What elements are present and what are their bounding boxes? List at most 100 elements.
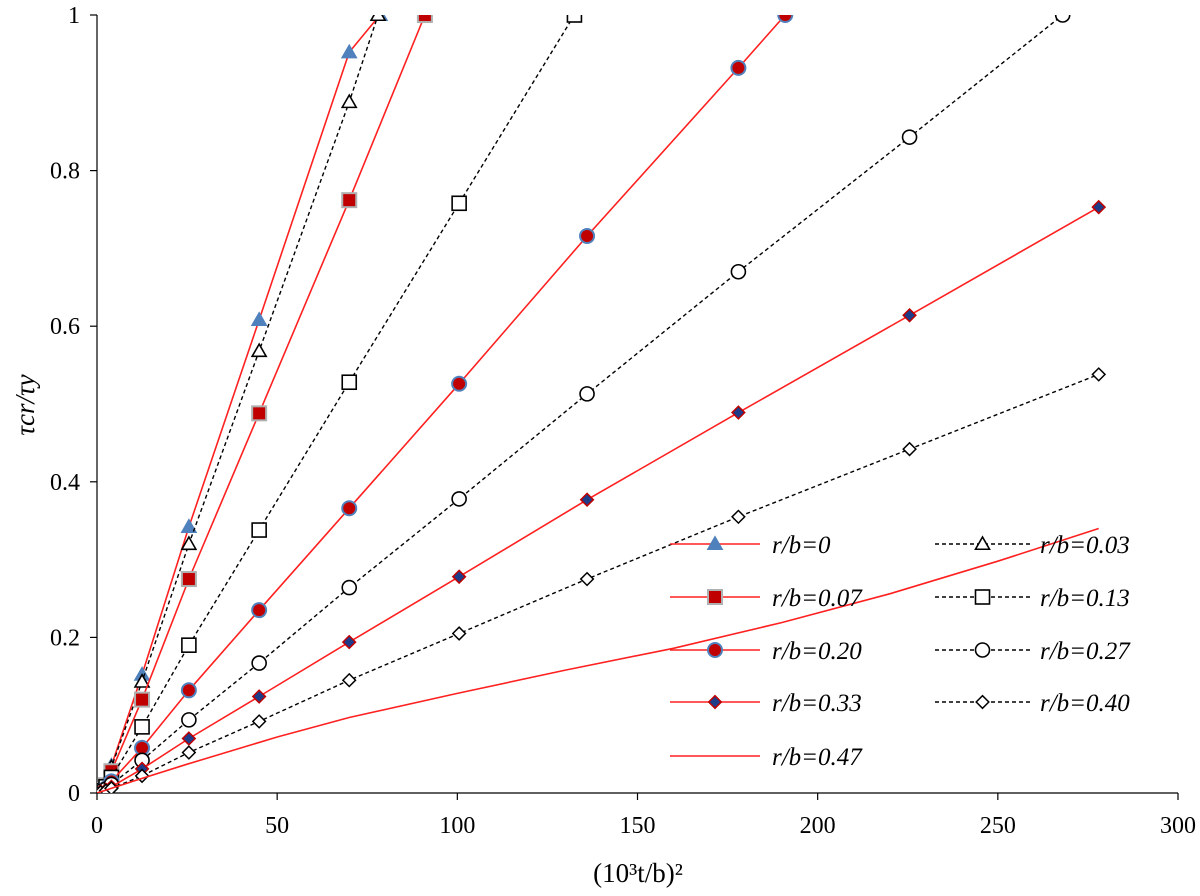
legend-item: r/b=0.03: [935, 532, 1130, 559]
data-point: [250, 342, 268, 358]
axes: 0 50 100 150 200 250 300 0 0.2 0.4 0.6 0.8 1: [50, 3, 1196, 839]
legend-label: r/b=0.33: [772, 690, 862, 717]
legend-marker: [974, 535, 991, 551]
y-axis-title: τcr/τy: [10, 374, 40, 435]
data-point: [731, 405, 746, 420]
data-point: [134, 719, 150, 735]
legend: r/b=0 r/b=0.03 r/b=0.07 r/b=0.13 r/b=0.20 r/b…: [670, 532, 1131, 771]
legend-item: r/b=0.20: [670, 638, 862, 665]
data-point: [1091, 367, 1107, 382]
data-point: [341, 374, 358, 391]
data-point: [579, 571, 595, 587]
x-tick-label: 100: [439, 813, 475, 839]
data-point: [251, 714, 267, 729]
legend-label: r/b=0.27: [1040, 638, 1131, 665]
x-tick-label: 300: [1160, 813, 1196, 839]
data-point: [181, 637, 197, 653]
series-1: [97, 15, 389, 793]
legend-label: r/b=0.07: [772, 585, 863, 612]
series-4: [97, 15, 583, 793]
data-point: [579, 386, 595, 402]
legend-item: r/b=0: [670, 532, 831, 559]
legend-label: r/b=0.03: [1040, 532, 1130, 559]
series-2: [97, 15, 387, 793]
legend-marker: [707, 642, 723, 658]
data-point: [901, 129, 918, 145]
x-tick-label: 200: [800, 813, 836, 839]
legend-item: r/b=0.27: [935, 638, 1131, 665]
x-axis-title: (10³t/b)²: [593, 858, 683, 888]
legend-marker: [707, 589, 723, 605]
data-point: [340, 93, 358, 109]
data-point: [181, 745, 197, 760]
series-9: [97, 527, 1099, 793]
data-point: [341, 192, 358, 209]
legend-label: r/b=0.40: [1040, 690, 1130, 717]
data-point: [134, 768, 150, 784]
y-tick-label: 1: [68, 3, 80, 29]
x-tick-label: 150: [620, 813, 656, 839]
legend-marker: [706, 535, 724, 551]
data-point: [416, 15, 433, 23]
data-point: [341, 634, 357, 650]
legend-label: r/b=0.47: [772, 744, 863, 771]
data-point: [181, 731, 197, 746]
y-tick-label: 0.4: [50, 470, 80, 496]
legend-item: r/b=0.40: [935, 690, 1130, 717]
data-point: [451, 569, 467, 585]
data-point: [341, 500, 358, 517]
legend-marker: [707, 694, 723, 710]
data-point: [451, 375, 468, 392]
legend-marker: [975, 694, 990, 710]
data-point: [251, 405, 268, 422]
data-point: [1054, 15, 1071, 23]
legend-item: r/b=0.13: [935, 585, 1130, 612]
legend-item: r/b=0.07: [670, 585, 863, 612]
data-point: [730, 59, 747, 76]
data-point: [250, 311, 268, 327]
y-tick-label: 0.6: [50, 314, 80, 340]
data-point: [251, 522, 267, 538]
legend-label: r/b=0.20: [772, 638, 862, 665]
data-point: [369, 15, 387, 22]
data-point: [133, 673, 151, 688]
data-point: [777, 15, 794, 23]
legend-label: r/b=0.13: [1040, 585, 1130, 612]
data-point: [902, 441, 917, 457]
legend-label: r/b=0: [772, 532, 831, 559]
legend-marker: [974, 589, 991, 605]
data-point: [180, 535, 198, 551]
x-tick-label: 50: [265, 813, 289, 839]
data-point: [566, 15, 583, 23]
y-tick-label: 0.8: [50, 159, 80, 185]
x-tick-label: 0: [91, 813, 103, 839]
data-point: [251, 655, 267, 671]
data-point: [340, 43, 358, 59]
legend-marker: [974, 642, 991, 658]
data-point: [181, 712, 197, 728]
y-tick-label: 0.2: [50, 625, 80, 651]
series-line: [97, 15, 575, 793]
data-point: [1091, 199, 1107, 215]
legend-item: r/b=0.33: [670, 690, 862, 717]
data-point: [341, 579, 358, 596]
data-point: [134, 691, 151, 708]
data-point: [902, 307, 917, 323]
data-point: [579, 227, 596, 244]
data-point: [579, 492, 595, 508]
y-tick-label: 0: [68, 781, 80, 807]
data-point: [180, 571, 197, 588]
data-point: [251, 689, 267, 704]
series-line: [97, 527, 1099, 793]
data-point: [731, 509, 746, 525]
data-point: [180, 518, 198, 533]
data-point: [451, 626, 467, 641]
data-point: [251, 602, 268, 619]
data-point: [341, 672, 357, 688]
data-point: [730, 263, 747, 280]
data-point: [451, 491, 467, 507]
series-layer: [97, 15, 1107, 793]
legend-item: r/b=0.47: [670, 744, 863, 771]
data-point: [180, 682, 197, 699]
